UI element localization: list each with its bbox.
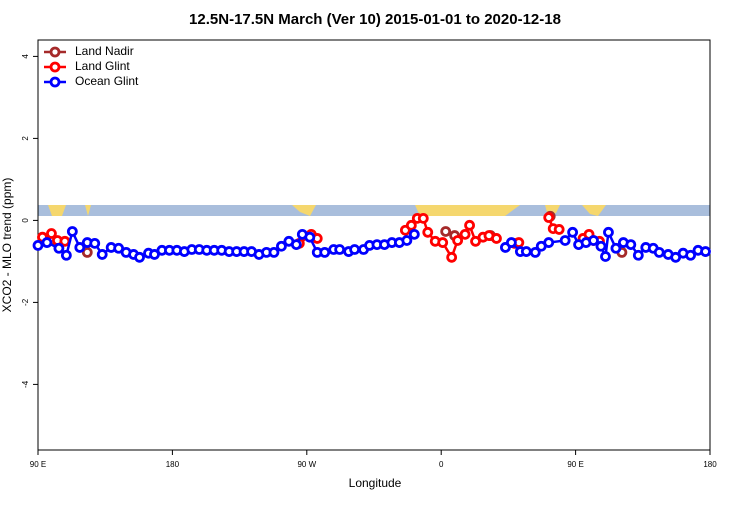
data-point (520, 246, 532, 257)
data-point (446, 251, 458, 263)
data-point (559, 235, 571, 246)
data-point (134, 251, 145, 263)
data-point (81, 246, 93, 258)
data-point (96, 249, 108, 260)
data-point (685, 249, 696, 261)
y-tick-label: -2 (21, 298, 30, 306)
data-point (464, 219, 475, 231)
data-point (53, 242, 65, 254)
data-point (553, 224, 565, 235)
y-tick-label: -4 (21, 380, 30, 388)
data-point (422, 226, 434, 238)
data-point (529, 246, 541, 258)
data-point (595, 240, 607, 252)
legend-marker (49, 61, 61, 73)
data-point (408, 228, 420, 240)
data-point (603, 226, 614, 238)
data-point (276, 240, 287, 252)
data-point (405, 219, 417, 231)
data-point (417, 212, 429, 224)
legend-label: Ocean Glint (75, 74, 139, 88)
data-point (632, 249, 644, 261)
data-point (700, 246, 711, 257)
data-point (60, 249, 72, 261)
y-tick-label: 4 (21, 54, 30, 59)
legend-marker (49, 76, 61, 88)
legend-label: Land Glint (75, 59, 130, 73)
legend-label: Land Nadir (75, 44, 134, 58)
x-tick-label: 180 (703, 460, 717, 469)
map-strip (38, 205, 710, 216)
map-land (48, 205, 606, 216)
data-point (304, 231, 316, 243)
data-point (437, 237, 449, 248)
x-tick-label: 0 (439, 460, 444, 469)
data-point (567, 226, 579, 238)
data-point (653, 246, 665, 258)
data-point (543, 237, 555, 248)
data-point (600, 251, 611, 262)
x-tick-label: 90 W (297, 460, 316, 469)
x-tick-label: 90 E (567, 460, 583, 469)
chart-title: 12.5N-17.5N March (Ver 10) 2015-01-01 to… (189, 11, 561, 28)
data-point (588, 235, 599, 246)
data-point (41, 237, 53, 248)
data-point (491, 233, 502, 244)
data-point (543, 212, 555, 223)
data-point (89, 237, 101, 249)
x-tick-label: 90 E (30, 460, 46, 469)
x-axis-label: Longitude (349, 476, 402, 490)
data-point (46, 228, 57, 239)
data-point (74, 242, 86, 253)
data-point (459, 228, 471, 240)
data-point (32, 240, 44, 251)
map-ocean (38, 205, 710, 216)
data-point (319, 246, 331, 258)
data-point (625, 239, 637, 250)
data-point (268, 246, 280, 258)
data-point (401, 235, 413, 246)
data-point (66, 226, 78, 237)
data-point (440, 226, 452, 237)
data-point (452, 235, 464, 246)
data-point (290, 239, 302, 250)
data-point (334, 244, 346, 255)
y-tick-label: 0 (21, 218, 30, 223)
y-tick-label: 2 (21, 136, 30, 141)
data-point (349, 244, 360, 255)
data-point (505, 237, 517, 248)
legend-marker (49, 46, 61, 58)
y-axis-label: XCO2 - MLO trend (ppm) (0, 178, 14, 313)
x-tick-label: 180 (166, 460, 180, 469)
data-point (610, 242, 622, 254)
